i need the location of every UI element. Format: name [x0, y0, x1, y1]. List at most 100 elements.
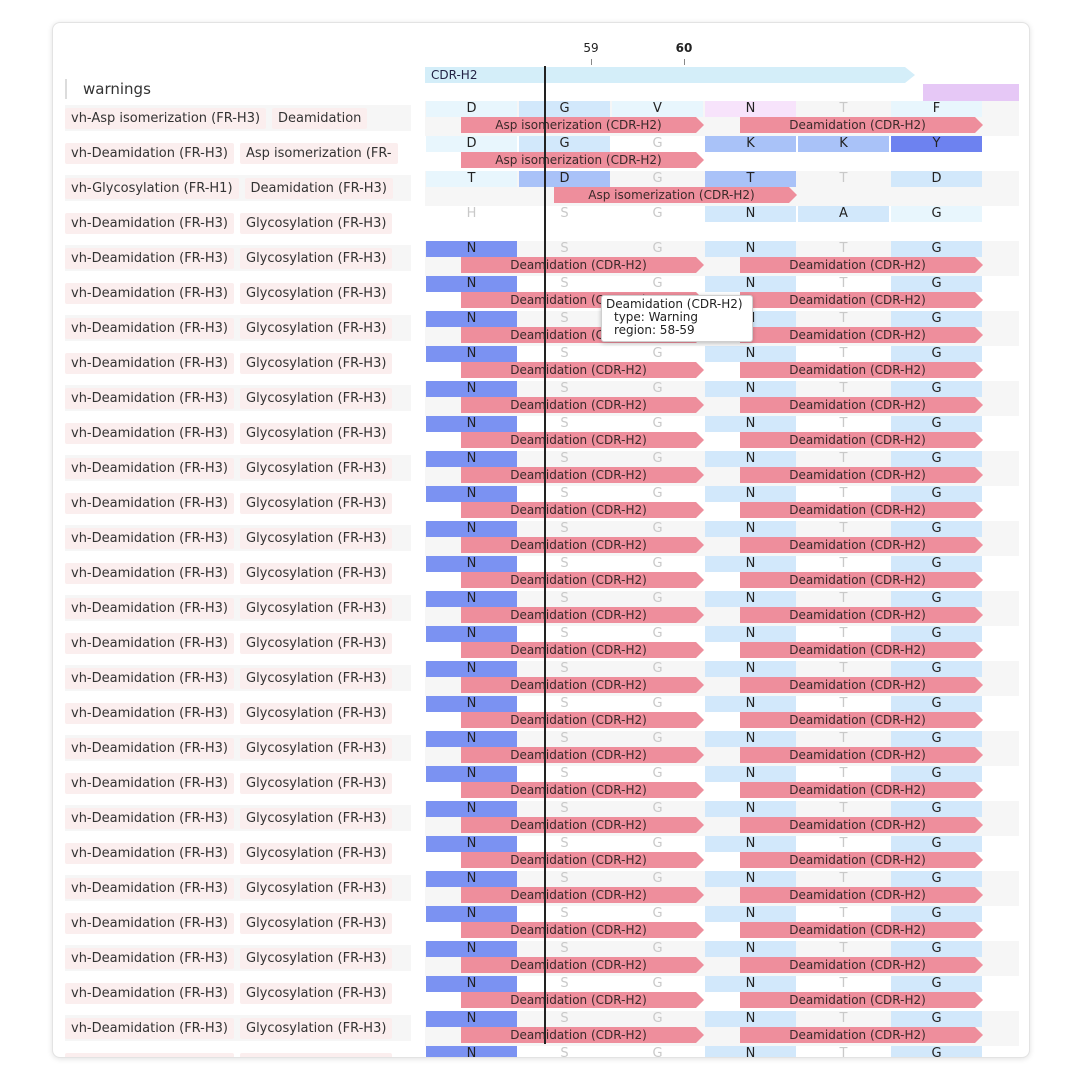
warning-row[interactable]: vh-Deamidation (FR-H3) Glycosylation (FR-…	[65, 665, 411, 691]
residue-cell[interactable]: G	[891, 206, 982, 222]
warning-row[interactable]: vh-Deamidation (FR-H3) Glycosylation (FR-…	[65, 245, 411, 271]
feature-annotation[interactable]: Deamidation (CDR-H2)	[740, 257, 983, 273]
feature-annotation[interactable]: Deamidation (CDR-H2)	[461, 467, 704, 483]
residue-cell[interactable]: N	[426, 1011, 517, 1027]
feature-annotation[interactable]: Deamidation (CDR-H2)	[461, 502, 704, 518]
feature-annotation[interactable]: Deamidation (CDR-H2)	[740, 327, 983, 343]
feature-annotation[interactable]: Deamidation (CDR-H2)	[461, 362, 704, 378]
warning-tag[interactable]: Glycosylation (FR-H3)	[240, 562, 393, 584]
residue-cell[interactable]: S	[560, 346, 569, 361]
residue-cell[interactable]: G	[652, 136, 663, 151]
feature-annotation[interactable]: Deamidation (CDR-H2)	[461, 747, 704, 763]
residue-cell[interactable]: G	[652, 696, 663, 711]
feature-annotation[interactable]: Deamidation (CDR-H2)	[461, 887, 704, 903]
residue-cell[interactable]: G	[891, 276, 982, 292]
warning-row[interactable]: vh-Deamidation (FR-H3) Glycosylation (FR-…	[65, 280, 411, 306]
warning-label[interactable]: vh-Deamidation (FR-H3)	[65, 842, 234, 864]
residue-cell[interactable]: G	[652, 381, 663, 396]
feature-annotation[interactable]: Deamidation (CDR-H2)	[740, 642, 983, 658]
feature-annotation[interactable]: Deamidation (CDR-H2)	[740, 467, 983, 483]
residue-cell[interactable]: S	[560, 451, 569, 466]
feature-annotation[interactable]: Deamidation (CDR-H2)	[461, 537, 704, 553]
residue-cell[interactable]: N	[426, 871, 517, 887]
residue-cell[interactable]: T	[839, 276, 848, 291]
warning-label[interactable]: vh-Deamidation (FR-H3)	[65, 247, 234, 269]
warning-label[interactable]: vh-Deamidation (FR-H3)	[65, 492, 234, 514]
residue-cell[interactable]: G	[652, 451, 663, 466]
feature-annotation[interactable]: Deamidation (CDR-H2)	[740, 432, 983, 448]
residue-cell[interactable]: S	[560, 836, 569, 851]
warning-row[interactable]: vh-Deamidation (FR-H3) Glycosylation (FR-…	[65, 770, 411, 796]
residue-cell[interactable]: G	[652, 486, 663, 501]
residue-cell[interactable]: N	[705, 766, 796, 782]
residue-cell[interactable]: G	[652, 416, 663, 431]
residue-cell[interactable]: D	[426, 101, 517, 117]
residue-cell[interactable]: N	[705, 871, 796, 887]
residue-cell[interactable]: T	[839, 696, 848, 711]
residue-cell[interactable]: N	[426, 591, 517, 607]
warning-row[interactable]: vh-Deamidation (FR-H3) Glycosylation (FR-…	[65, 805, 411, 831]
residue-cell[interactable]: G	[652, 661, 663, 676]
warning-row[interactable]: vh-Deamidation (FR-H3) Glycosylation (FR-…	[65, 840, 411, 866]
warning-row[interactable]: vh-Deamidation (FR-H3) Glycosylation (FR-…	[65, 875, 411, 901]
residue-cell[interactable]: G	[891, 591, 982, 607]
warning-tag[interactable]: Glycosylation (FR-H3)	[240, 877, 393, 899]
residue-cell[interactable]: G	[891, 556, 982, 572]
residue-cell[interactable]: S	[560, 1011, 569, 1026]
feature-annotation[interactable]: Deamidation (CDR-H2)	[461, 1027, 704, 1043]
warning-row[interactable]: vh-Deamidation (FR-H3) Glycosylation (FR-…	[65, 350, 411, 376]
residue-cell[interactable]: D	[891, 171, 982, 187]
residue-cell[interactable]: T	[839, 311, 848, 326]
warning-label[interactable]: vh-Deamidation (FR-H3)	[65, 1052, 234, 1057]
feature-annotation[interactable]: Deamidation (CDR-H2)	[740, 992, 983, 1008]
warning-row[interactable]: vh-Deamidation (FR-H3) Glycosylation (FR-…	[65, 420, 411, 446]
residue-cell[interactable]: S	[560, 381, 569, 396]
residue-cell[interactable]: G	[652, 976, 663, 991]
warning-tag[interactable]: Glycosylation (FR-H3)	[240, 632, 393, 654]
residue-cell[interactable]: N	[426, 486, 517, 502]
warning-tag[interactable]: Deamidation	[272, 107, 368, 129]
warning-tag[interactable]: Glycosylation (FR-H3)	[240, 457, 393, 479]
residue-cell[interactable]: T	[839, 906, 848, 921]
residue-cell[interactable]: T	[839, 661, 848, 676]
warning-label[interactable]: vh-Deamidation (FR-H3)	[65, 772, 234, 794]
feature-annotation[interactable]: Deamidation (CDR-H2)	[740, 677, 983, 693]
warning-row[interactable]: vh-Deamidation (FR-H3) Glycosylation (FR-…	[65, 735, 411, 761]
residue-cell[interactable]: N	[705, 486, 796, 502]
residue-cell[interactable]: G	[652, 941, 663, 956]
residue-cell[interactable]: G	[652, 731, 663, 746]
residue-cell[interactable]: N	[426, 276, 517, 292]
residue-cell[interactable]: G	[891, 976, 982, 992]
feature-annotation[interactable]: Deamidation (CDR-H2)	[461, 922, 704, 938]
warning-row[interactable]: vh-Deamidation (FR-H3) Glycosylation (FR-…	[65, 1015, 411, 1041]
residue-cell[interactable]: N	[426, 766, 517, 782]
warning-row[interactable]: vh-Glycosylation (FR-H1) Deamidation (FR-…	[65, 175, 411, 201]
warning-tag[interactable]: Glycosylation (FR-H3)	[240, 1017, 393, 1039]
residue-cell[interactable]: G	[891, 346, 982, 362]
residue-cell[interactable]: T	[839, 101, 848, 116]
residue-cell[interactable]: N	[426, 346, 517, 362]
residue-cell[interactable]: H	[466, 206, 477, 221]
warning-tag[interactable]: Glycosylation (FR-H3)	[240, 492, 393, 514]
residue-cell[interactable]: S	[560, 276, 569, 291]
residue-cell[interactable]: N	[426, 521, 517, 537]
feature-annotation[interactable]: Deamidation (CDR-H2)	[740, 817, 983, 833]
residue-cell[interactable]: T	[839, 241, 848, 256]
feature-annotation[interactable]: Deamidation (CDR-H2)	[461, 817, 704, 833]
residue-cell[interactable]: N	[705, 976, 796, 992]
warning-row[interactable]: vh-Asp isomerization (FR-H3) Deamidation	[65, 105, 411, 131]
warning-row[interactable]: vh-Deamidation (FR-H3) Glycosylation (FR-…	[65, 1050, 411, 1057]
residue-cell[interactable]: N	[705, 591, 796, 607]
residue-cell[interactable]: T	[839, 626, 848, 641]
feature-annotation[interactable]: Deamidation (CDR-H2)	[740, 117, 983, 133]
feature-annotation[interactable]: Deamidation (CDR-H2)	[461, 607, 704, 623]
residue-cell[interactable]: N	[705, 206, 796, 222]
warning-row[interactable]: vh-Deamidation (FR-H3) Glycosylation (FR-…	[65, 455, 411, 481]
warning-label[interactable]: vh-Deamidation (FR-H3)	[65, 912, 234, 934]
warning-tag[interactable]: Glycosylation (FR-H3)	[240, 422, 393, 444]
warning-tag[interactable]: Glycosylation (FR-H3)	[240, 317, 393, 339]
residue-cell[interactable]: T	[839, 381, 848, 396]
residue-cell[interactable]: D	[426, 136, 517, 152]
warning-label[interactable]: vh-Deamidation (FR-H3)	[65, 282, 234, 304]
residue-cell[interactable]: T	[839, 801, 848, 816]
